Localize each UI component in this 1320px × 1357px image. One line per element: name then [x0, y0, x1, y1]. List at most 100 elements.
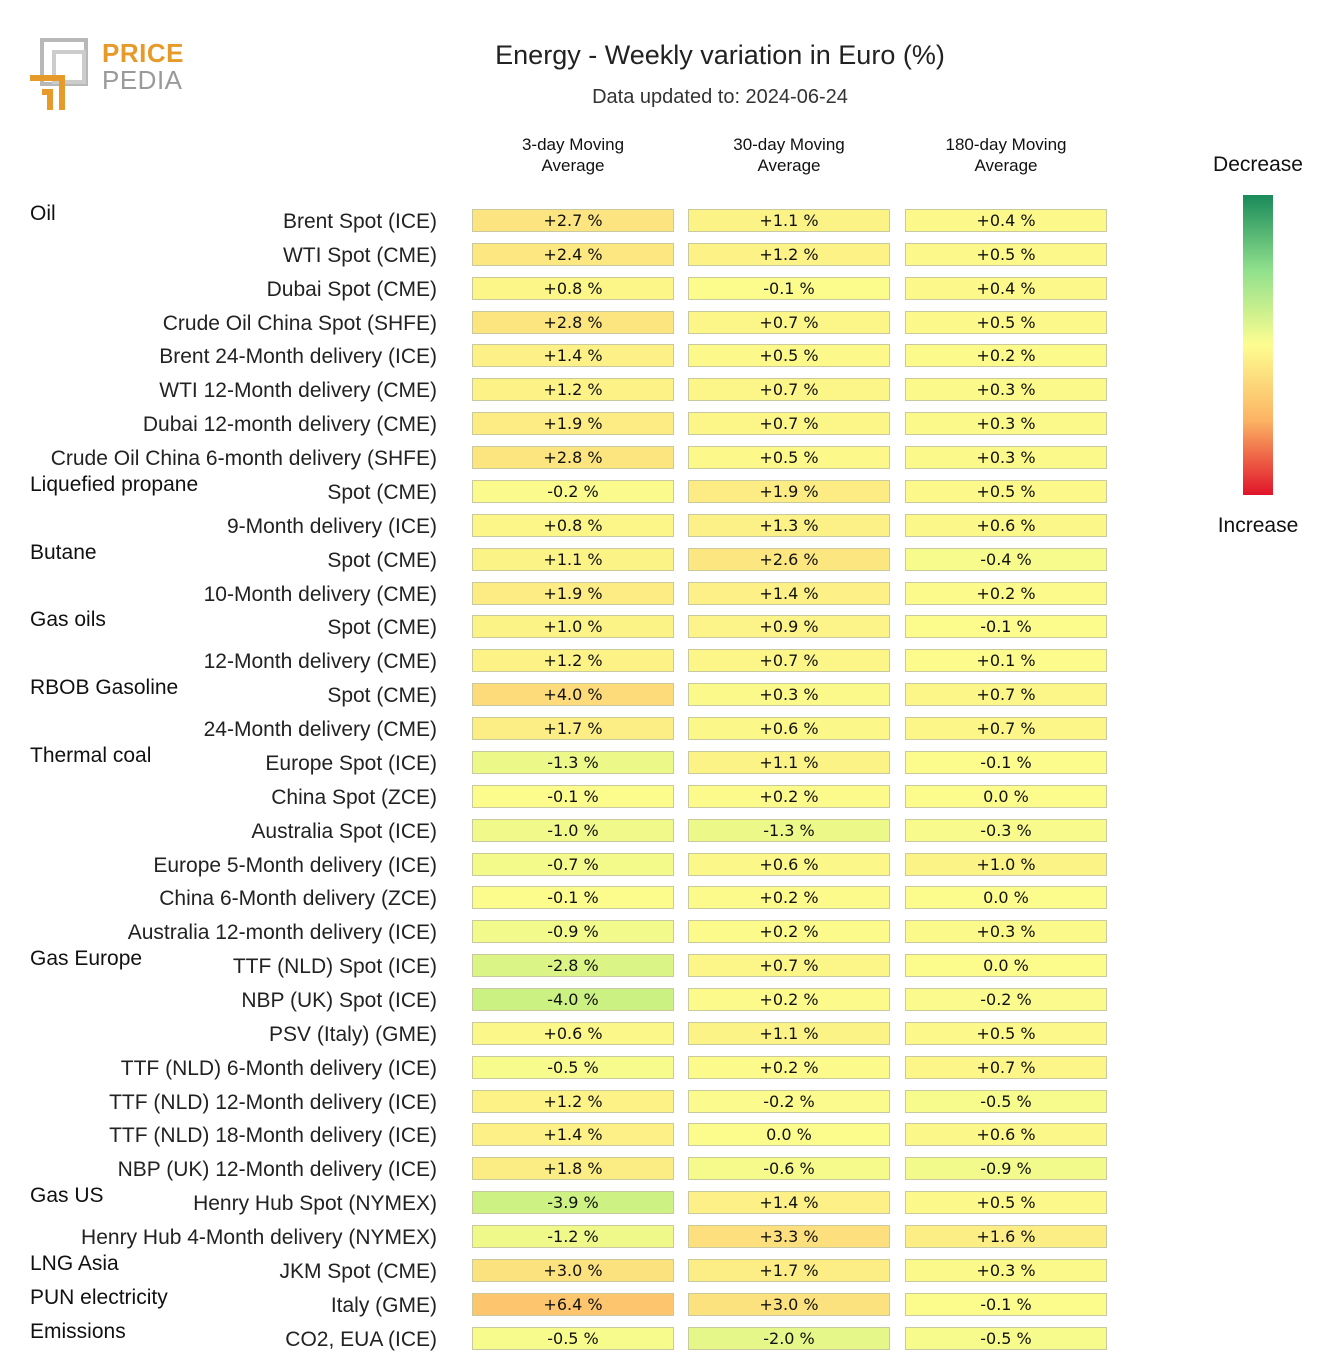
heatmap-cell: -1.3 % [688, 818, 890, 842]
heatmap-cell: -3.9 % [472, 1191, 674, 1215]
heatmap-cell: +1.4 % [472, 1123, 674, 1147]
row-label: Henry Hub Spot (NYMEX) [193, 1192, 437, 1216]
pricepedia-logo [30, 38, 88, 110]
heatmap-cell: -0.2 % [472, 479, 674, 503]
row-label: Australia 12-month delivery (ICE) [127, 921, 437, 945]
group-label: RBOB Gasoline [30, 676, 179, 700]
heatmap-cell: -0.1 % [905, 750, 1107, 774]
heatmap-cell: -0.7 % [472, 852, 674, 876]
heatmap-cell: +0.2 % [688, 886, 890, 910]
heatmap-cell: +1.2 % [472, 1089, 674, 1113]
heatmap-cell: +0.6 % [905, 513, 1107, 537]
row-label: Spot (CME) [327, 548, 437, 572]
heatmap-cell: +1.7 % [472, 717, 674, 741]
row-label: TTF (NLD) 12-Month delivery (ICE) [109, 1090, 437, 1114]
heatmap-cell: +0.9 % [688, 615, 890, 639]
row-label: NBP (UK) Spot (ICE) [241, 989, 437, 1012]
heatmap-cell: +0.6 % [688, 717, 890, 741]
heatmap-cell: +2.8 % [472, 446, 674, 470]
heatmap-cell: 0.0 % [905, 784, 1107, 808]
legend-increase-label: Increase [1217, 514, 1299, 537]
heatmap-cell: -0.3 % [905, 818, 1107, 842]
row-label: Dubai Spot (CME) [266, 277, 437, 301]
heatmap-cell: -2.8 % [472, 954, 674, 978]
heatmap-cell: -0.5 % [472, 1326, 674, 1350]
row-label: WTI Spot (CME) [282, 243, 437, 267]
logo-text-pedia: PEDIA [102, 65, 183, 95]
heatmap-cell: -0.5 % [905, 1326, 1107, 1350]
heatmap-cell: +1.3 % [688, 513, 890, 537]
heatmap-cell: +2.8 % [472, 310, 674, 334]
heatmap-cell: +1.0 % [472, 615, 674, 639]
heatmap-cell: -0.1 % [472, 886, 674, 910]
heatmap-cell: +0.6 % [905, 1123, 1107, 1147]
heatmap-cell: +0.4 % [905, 209, 1107, 232]
heatmap-cell: 0.0 % [688, 1123, 890, 1147]
row-label: TTF (NLD) Spot (ICE) [232, 955, 437, 979]
row-label: Brent Spot (ICE) [282, 210, 437, 233]
heatmap-cell: +1.0 % [905, 852, 1107, 876]
row-label: 10-Month delivery (CME) [203, 582, 437, 606]
heatmap-cell: -0.1 % [905, 1292, 1107, 1316]
heatmap-cell: +2.6 % [688, 547, 890, 571]
chart-title: Energy - Weekly variation in Euro (%) [495, 40, 945, 70]
heatmap-cell: +0.1 % [905, 649, 1107, 673]
heatmap-cell: -4.0 % [472, 988, 674, 1011]
heatmap-cell: +1.1 % [688, 750, 890, 774]
row-label: Brent 24-Month delivery (ICE) [159, 345, 437, 369]
row-label: Spot (CME) [327, 684, 437, 708]
heatmap-cell: +1.4 % [688, 1191, 890, 1215]
heatmap-cell: -0.4 % [905, 547, 1107, 571]
row-label: CO2, EUA (ICE) [285, 1327, 437, 1351]
column-header-180day: 180-day Moving Average [945, 135, 1067, 175]
heatmap-cell: +0.8 % [472, 513, 674, 537]
heatmap-cell: -0.2 % [688, 1089, 890, 1113]
row-label: 9-Month delivery (ICE) [226, 514, 437, 538]
group-label: LNG Asia [30, 1251, 119, 1275]
heatmap-cell: +0.5 % [905, 242, 1107, 266]
legend-decrease-label: Decrease [1213, 153, 1303, 176]
heatmap-cell: +1.8 % [472, 1157, 674, 1181]
heatmap-cell: +1.9 % [472, 412, 674, 436]
column-header-30day: 30-day Moving Average [733, 135, 845, 175]
row-label: TTF (NLD) 6-Month delivery (ICE) [120, 1056, 437, 1080]
row-label: Australia Spot (ICE) [251, 819, 437, 843]
group-label: Gas oils [30, 608, 106, 632]
heatmap-cell: +0.7 % [905, 683, 1107, 707]
heatmap-cell: +0.5 % [905, 1191, 1107, 1215]
heatmap-cell: +3.3 % [688, 1225, 890, 1249]
group-label: Gas US [30, 1184, 104, 1208]
heatmap-cell: -0.1 % [688, 276, 890, 300]
heatmap-cell: +0.3 % [905, 446, 1107, 470]
row-label: 24-Month delivery (CME) [203, 718, 437, 742]
heatmap-cell: +3.0 % [688, 1292, 890, 1316]
row-label: Crude Oil China Spot (SHFE) [162, 311, 437, 335]
heatmap-cell: 0.0 % [905, 954, 1107, 978]
heatmap-cell: +1.7 % [688, 1258, 890, 1282]
heatmap-cell: +0.3 % [905, 412, 1107, 436]
heatmap-cell: +0.5 % [688, 446, 890, 470]
heatmap-cell: +0.2 % [905, 581, 1107, 605]
heatmap-cell: +0.6 % [472, 1021, 674, 1045]
heatmap-cell: 0.0 % [905, 886, 1107, 910]
row-label: Dubai 12-month delivery (CME) [142, 413, 437, 437]
row-label: 12-Month delivery (CME) [203, 650, 437, 674]
heatmap-cell: -0.2 % [905, 988, 1107, 1011]
row-label: Italy (GME) [330, 1293, 437, 1317]
heatmap-cell: +0.2 % [688, 784, 890, 808]
group-label: Thermal coal [30, 743, 152, 767]
heatmap-cell: -1.2 % [472, 1225, 674, 1249]
heatmap-cell: -1.3 % [472, 750, 674, 774]
row-label: Europe 5-Month delivery (ICE) [153, 853, 437, 877]
heatmap-cell: +0.2 % [688, 988, 890, 1011]
heatmap-cell: +0.7 % [905, 1055, 1107, 1079]
heatmap-cell: +0.7 % [688, 954, 890, 978]
heatmap-cell: +0.3 % [905, 378, 1107, 402]
heatmap-cell: +1.2 % [472, 378, 674, 402]
heatmap-cell: -0.1 % [472, 784, 674, 808]
heatmap-cell: -1.0 % [472, 818, 674, 842]
row-label: China 6-Month delivery (ZCE) [159, 887, 437, 911]
row-label: TTF (NLD) 18-Month delivery (ICE) [109, 1124, 437, 1148]
heatmap-cell: +0.4 % [905, 276, 1107, 300]
group-label: Emissions [30, 1319, 126, 1343]
